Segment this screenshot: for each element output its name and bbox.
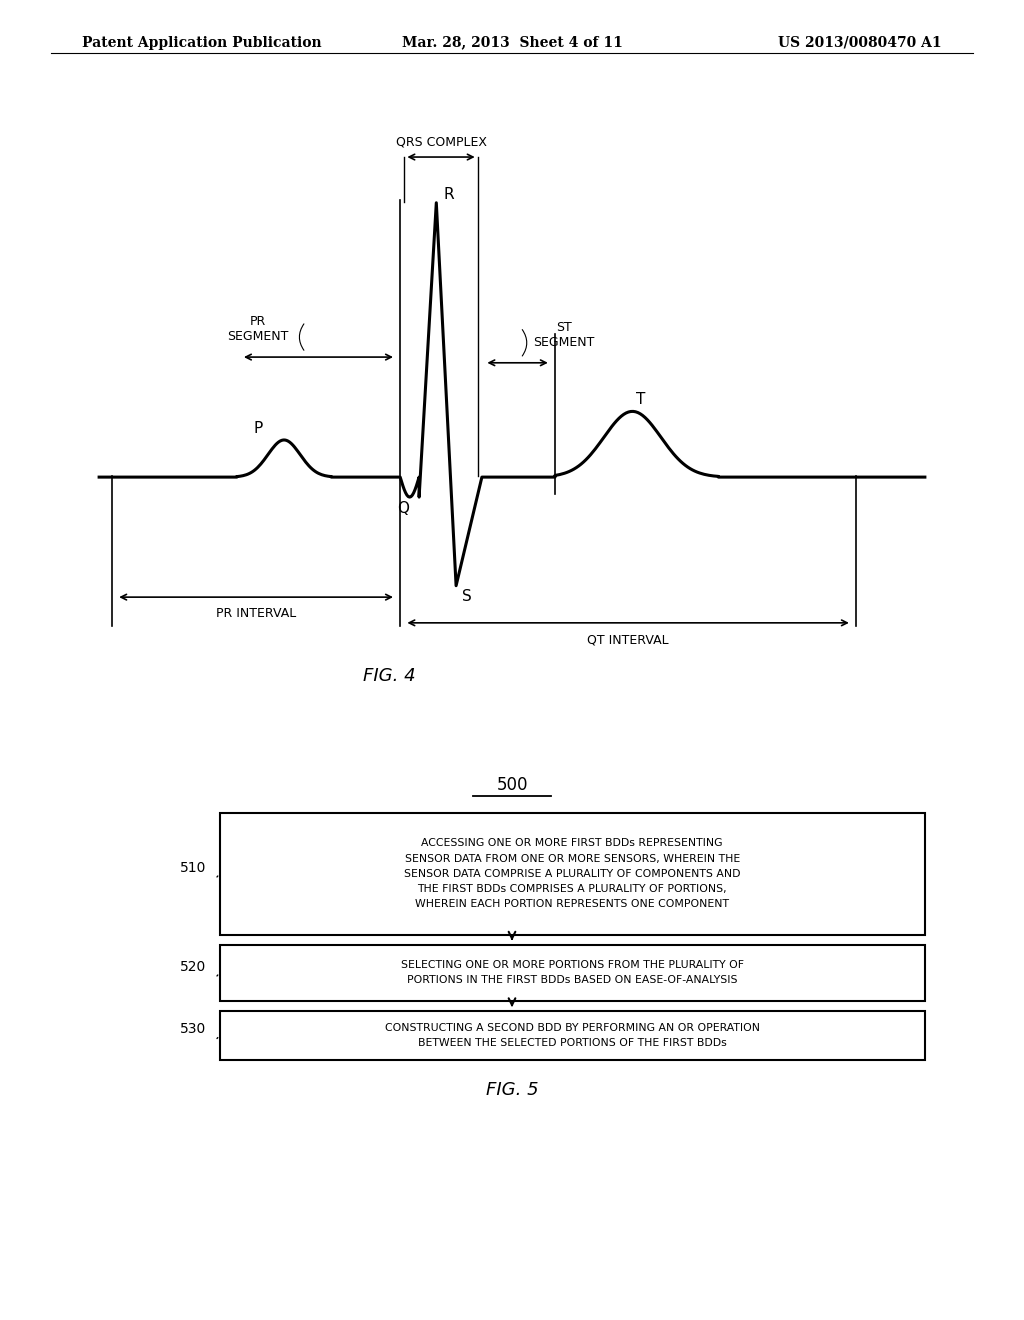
- Text: CONSTRUCTING A SECOND BDD BY PERFORMING AN OR OPERATION
BETWEEN THE SELECTED POR: CONSTRUCTING A SECOND BDD BY PERFORMING …: [385, 1023, 760, 1048]
- Text: R: R: [443, 186, 455, 202]
- Text: 500: 500: [497, 776, 527, 795]
- Text: FIG. 4: FIG. 4: [362, 667, 416, 685]
- Text: Patent Application Publication: Patent Application Publication: [82, 36, 322, 50]
- Text: FIG. 5: FIG. 5: [485, 1081, 539, 1098]
- Bar: [219, 1011, 925, 1060]
- Text: S: S: [462, 589, 471, 603]
- Text: PR INTERVAL: PR INTERVAL: [216, 607, 296, 620]
- Text: 530: 530: [180, 1022, 207, 1036]
- Text: US 2013/0080470 A1: US 2013/0080470 A1: [778, 36, 942, 50]
- Text: SELECTING ONE OR MORE PORTIONS FROM THE PLURALITY OF
PORTIONS IN THE FIRST BDDs : SELECTING ONE OR MORE PORTIONS FROM THE …: [400, 960, 743, 986]
- Text: P: P: [254, 421, 263, 436]
- Bar: [219, 945, 925, 1001]
- Text: PR
SEGMENT: PR SEGMENT: [227, 314, 289, 343]
- Text: 520: 520: [180, 960, 207, 974]
- Text: ST
SEGMENT: ST SEGMENT: [532, 321, 594, 348]
- Text: Q: Q: [396, 502, 409, 516]
- Text: QT INTERVAL: QT INTERVAL: [588, 634, 669, 645]
- Text: Mar. 28, 2013  Sheet 4 of 11: Mar. 28, 2013 Sheet 4 of 11: [401, 36, 623, 50]
- Bar: [219, 813, 925, 935]
- Text: QRS COMPLEX: QRS COMPLEX: [395, 136, 486, 148]
- Text: T: T: [636, 392, 646, 408]
- Text: ACCESSING ONE OR MORE FIRST BDDs REPRESENTING
SENSOR DATA FROM ONE OR MORE SENSO: ACCESSING ONE OR MORE FIRST BDDs REPRESE…: [403, 838, 740, 909]
- Text: 510: 510: [180, 861, 207, 875]
